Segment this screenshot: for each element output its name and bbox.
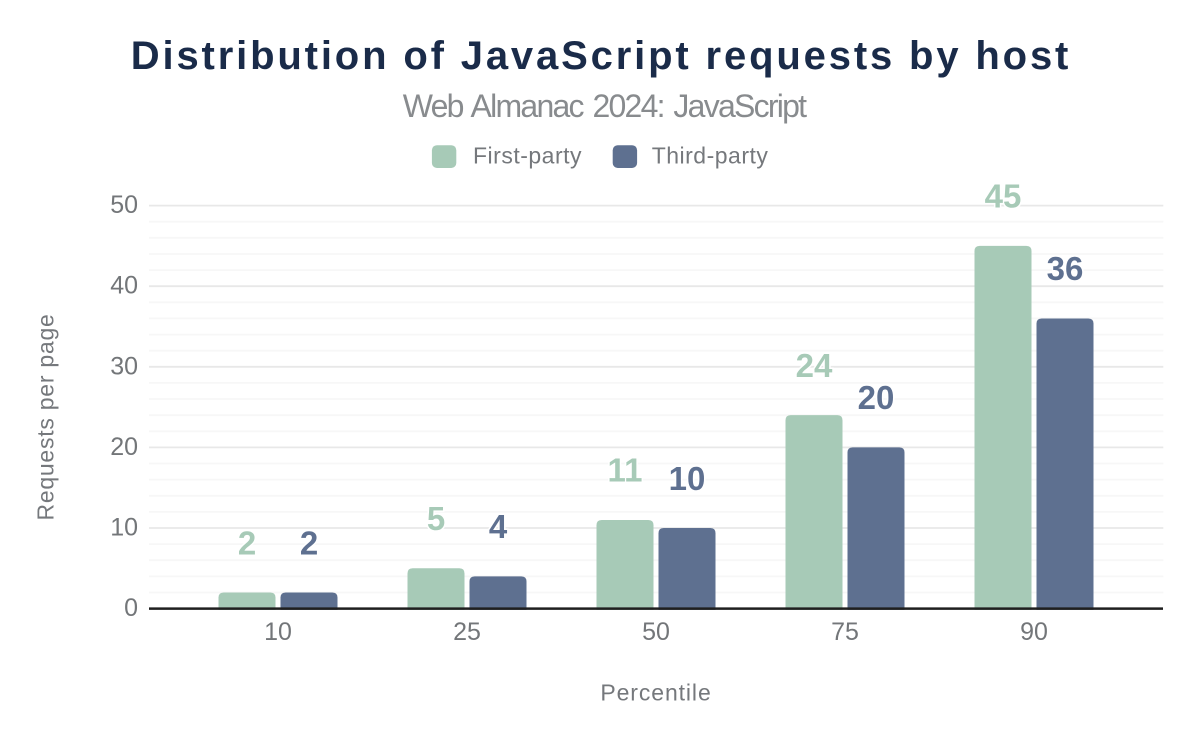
- svg-text:10: 10: [264, 618, 292, 646]
- svg-text:Web Almanac 2024: JavaScript: Web Almanac 2024: JavaScript: [403, 88, 807, 124]
- svg-text:10: 10: [110, 514, 138, 542]
- svg-text:40: 40: [110, 272, 138, 300]
- svg-text:75: 75: [831, 618, 859, 646]
- svg-text:36: 36: [1047, 250, 1084, 287]
- svg-text:10: 10: [669, 460, 706, 497]
- svg-text:90: 90: [1020, 618, 1048, 646]
- svg-text:Third-party: Third-party: [652, 142, 769, 168]
- svg-text:24: 24: [796, 347, 833, 384]
- svg-text:20: 20: [110, 433, 138, 461]
- svg-text:5: 5: [427, 500, 445, 537]
- svg-text:11: 11: [608, 452, 643, 489]
- svg-text:25: 25: [453, 618, 481, 646]
- svg-text:2: 2: [300, 524, 318, 561]
- svg-text:45: 45: [985, 178, 1022, 215]
- svg-text:0: 0: [124, 594, 138, 622]
- svg-text:2: 2: [238, 524, 256, 561]
- svg-text:Distribution of JavaScript req: Distribution of JavaScript requests by h…: [131, 34, 1071, 78]
- svg-text:50: 50: [110, 191, 138, 219]
- svg-text:20: 20: [858, 379, 895, 416]
- svg-text:Percentile: Percentile: [600, 679, 711, 705]
- svg-text:4: 4: [489, 508, 508, 545]
- svg-text:First-party: First-party: [473, 142, 582, 168]
- svg-text:30: 30: [110, 352, 138, 380]
- svg-text:50: 50: [642, 618, 670, 646]
- svg-text:Requests per page: Requests per page: [33, 313, 59, 520]
